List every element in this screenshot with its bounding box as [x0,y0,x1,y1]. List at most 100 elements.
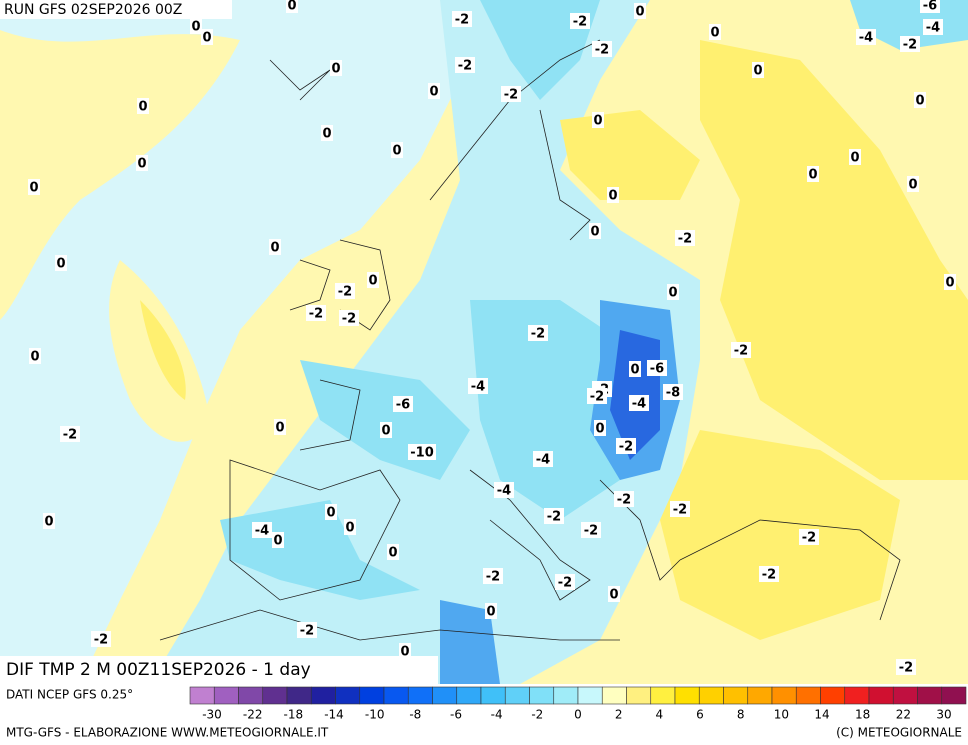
label-bg [286,0,298,13]
scale-swatch [359,686,385,705]
contour-label: -2 [300,624,314,639]
contour-label: -6 [396,398,410,413]
contour-label: -2 [309,307,323,322]
label-bg [533,451,553,467]
label-bg [136,155,148,171]
contour-label: 0 [710,26,719,41]
label-bg [670,501,690,517]
scale-swatch [723,686,749,705]
scale-tick-label: 22 [896,708,911,722]
contour-label: -2 [802,531,816,546]
scale-swatch [941,686,967,705]
label-bg [709,24,721,40]
contour-label: -6 [923,0,937,14]
contour-label: 0 [593,114,602,129]
contour-label: -4 [536,453,550,468]
label-bg [483,568,503,584]
label-bg [923,19,943,35]
scale-swatch [747,686,773,705]
scale-swatch [504,686,530,705]
label-bg [570,13,590,29]
contour-label: 0 [287,0,296,14]
scale-swatch [432,686,458,705]
contour-label: -2 [458,59,472,74]
contour-label: -4 [255,524,269,539]
scale-swatch [820,686,846,705]
scale-swatch [698,686,724,705]
label-bg [137,98,149,114]
label-bg [399,643,411,659]
label-bg [428,83,440,99]
scale-swatch [383,686,409,705]
contour-label: -2 [673,503,687,518]
scale-tick-label: -22 [243,708,263,722]
contour-label: 0 [808,168,817,183]
label-bg [856,29,876,45]
scale-swatch [262,686,288,705]
contour-label: 0 [590,225,599,240]
contour-label: -4 [859,31,873,46]
scale-tick-label: 4 [656,708,664,722]
run-title: RUN GFS 02SEP2026 00Z [4,2,182,18]
label-bg [43,513,55,529]
scale-tick-label: -8 [409,708,421,722]
scale-swatch [868,686,894,705]
contour-label: 0 [331,62,340,77]
contour-label: -2 [619,440,633,455]
label-bg [380,422,392,438]
contour-label: 0 [322,127,331,142]
label-bg [408,444,436,460]
contour-label: -10 [410,446,434,461]
label-bg [629,361,641,377]
label-bg [325,504,337,520]
label-bg [920,0,940,13]
contour-label: 0 [635,5,644,20]
contour-label: 0 [345,521,354,536]
contour-label: 0 [270,241,279,256]
label-bg [339,310,359,326]
contour-label: -2 [342,312,356,327]
scale-swatch [335,686,361,705]
contour-label: 0 [595,422,604,437]
contour-label: -2 [762,568,776,583]
contour-label: 0 [668,286,677,301]
scale-tick-label: 8 [737,708,745,722]
contour-label: -2 [584,524,598,539]
scale-tick-label: -2 [531,708,543,722]
contour-label: 0 [202,31,211,46]
scale-swatch [529,686,555,705]
contour-label: -6 [650,362,664,377]
label-bg [759,566,779,582]
contour-label: 0 [753,64,762,79]
contour-label: -2 [590,390,604,405]
scale-swatch [601,686,627,705]
scale-tick-label: 14 [814,708,829,722]
scale-tick-label: -14 [324,708,344,722]
label-bg [896,659,916,675]
scale-tick-label: 18 [855,708,870,722]
label-bg [900,36,920,52]
label-bg [91,631,111,647]
label-bg [272,532,284,548]
scale-tick-label: -6 [450,708,462,722]
contour-label: -2 [94,633,108,648]
label-bg [190,18,202,34]
label-bg [393,396,413,412]
label-bg [731,342,751,358]
label-bg [807,166,819,182]
label-bg [647,360,667,376]
label-bg [667,284,679,300]
label-bg [321,125,333,141]
contour-label: 0 [368,274,377,289]
contour-label: -2 [531,327,545,342]
scale-swatch [771,686,797,705]
label-bg [29,348,41,364]
color-scale: -30 -22 -18 -14 -10 -8 -6 -4 -2 0 2 4 6 8 10 14 18 22 30 [189,686,967,722]
contour-label: -2 [734,344,748,359]
scale-swatch [917,686,943,705]
label-bg [528,325,548,341]
contour-label: 0 [908,178,917,193]
contour-label: -2 [63,428,77,443]
contour-label: 0 [326,506,335,521]
